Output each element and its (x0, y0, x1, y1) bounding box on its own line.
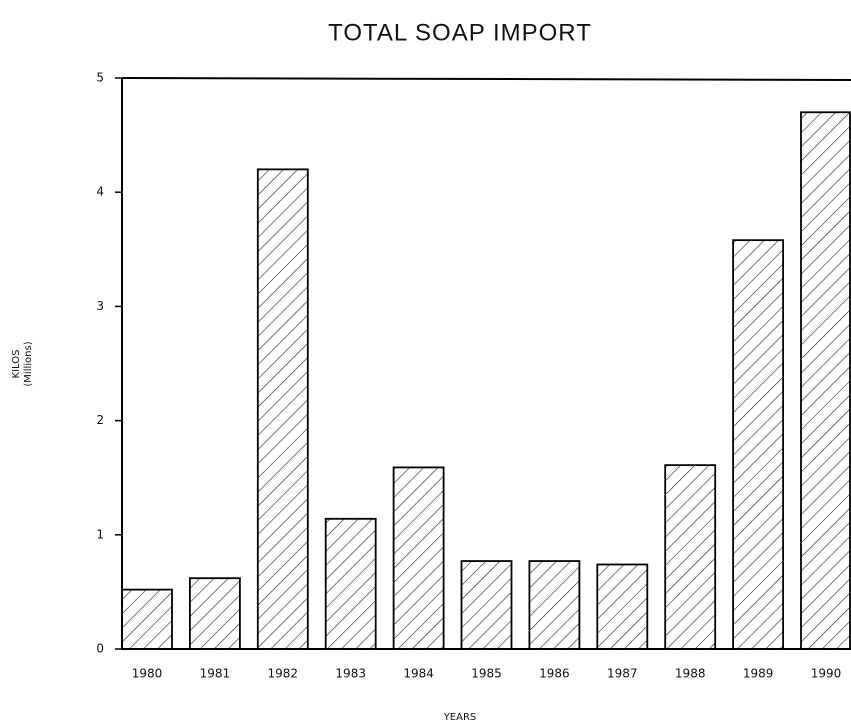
bar (596, 563, 649, 650)
x-tick-label: 1982 (268, 667, 299, 681)
x-axis-label: YEARS (443, 712, 477, 723)
bar (800, 111, 851, 650)
x-tick-label: 1983 (335, 667, 366, 681)
bar (392, 466, 445, 650)
y-tick-label: 3 (96, 299, 104, 313)
y-tick-label: 4 (96, 185, 104, 199)
bar (324, 517, 377, 650)
bar (664, 464, 717, 650)
x-tick-label: 1987 (607, 667, 638, 681)
x-tick-label: 1990 (811, 667, 842, 681)
x-tick-label: 1989 (743, 667, 774, 681)
x-tick-label: 1985 (471, 667, 502, 681)
x-tick-label: 1986 (539, 667, 570, 681)
bar (256, 168, 309, 650)
y-axis-label: KILOS (Millions) (11, 341, 34, 386)
y-axis-label-line: KILOS (11, 350, 22, 379)
x-tick-label: 1981 (200, 667, 231, 681)
y-tick-label: 0 (96, 642, 104, 656)
y-tick-label: 5 (96, 71, 104, 85)
bar (732, 239, 784, 650)
bar (188, 577, 241, 650)
y-tick-label: 1 (96, 527, 104, 541)
y-axis-label-line: (Millions) (23, 341, 34, 386)
x-tick-label: 1984 (403, 667, 434, 681)
top-border (121, 77, 851, 81)
bar (528, 560, 581, 650)
y-tick-label: 2 (96, 413, 104, 427)
bar (460, 560, 513, 650)
bar (121, 588, 173, 650)
x-tick-label: 1980 (132, 667, 163, 681)
chart-title: TOTAL SOAP IMPORT (328, 19, 592, 46)
x-tick-label: 1988 (675, 667, 706, 681)
